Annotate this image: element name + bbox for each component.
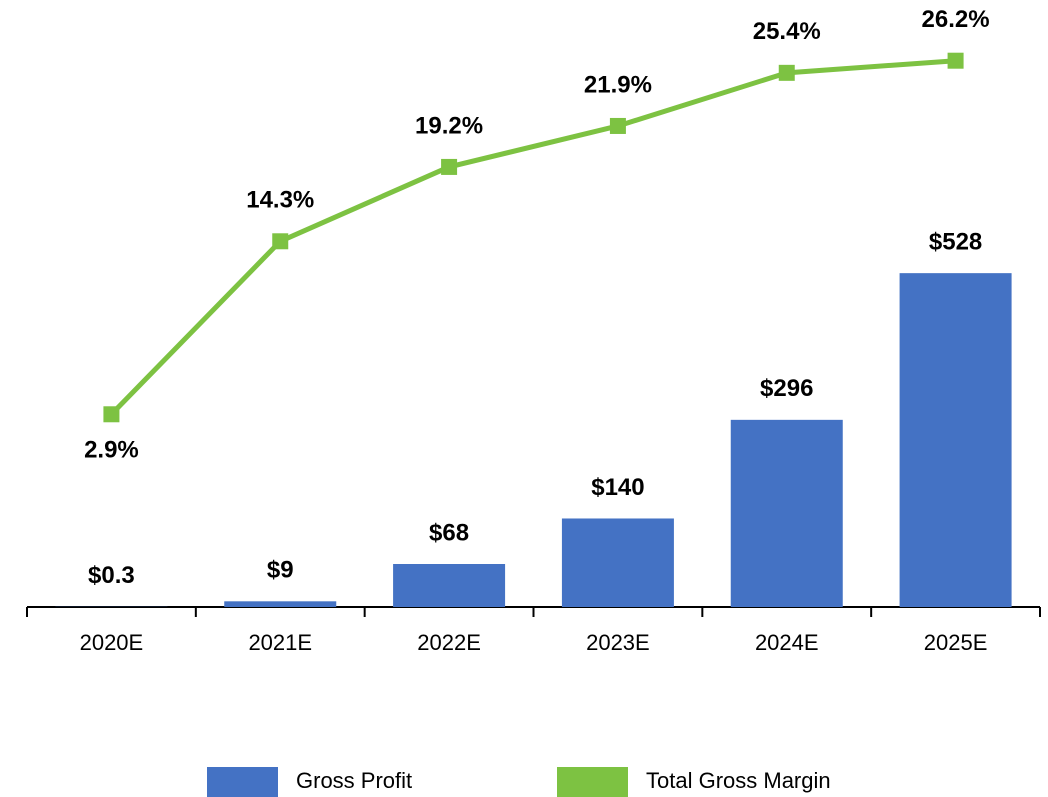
legend-swatch <box>557 767 628 797</box>
legend-swatch <box>207 767 278 797</box>
x-tick-label: 2022E <box>417 630 481 655</box>
bar <box>730 419 843 607</box>
legend-label: Gross Profit <box>296 768 412 793</box>
bar <box>224 601 337 607</box>
line <box>109 58 956 417</box>
line-value-label: 2.9% <box>84 437 139 464</box>
line-marker <box>103 406 120 423</box>
line-value-label: 14.3% <box>246 187 314 214</box>
x-tick-label: 2025E <box>924 630 988 655</box>
bar-value-label: $528 <box>929 228 982 255</box>
line-value-label: 25.4% <box>753 18 821 45</box>
line-marker <box>778 64 795 81</box>
x-tick-label: 2021E <box>248 630 312 655</box>
line-value-label: 19.2% <box>415 112 483 139</box>
line-marker <box>609 117 626 134</box>
line-marker <box>441 158 458 175</box>
line-marker <box>947 52 964 69</box>
line-value-label: 21.9% <box>584 71 652 98</box>
bar <box>899 273 1012 607</box>
bar-value-label: $68 <box>429 519 469 546</box>
x-tick-label: 2020E <box>80 630 144 655</box>
bar <box>561 518 674 607</box>
line-value-label: 26.2% <box>922 6 990 33</box>
legend-label: Total Gross Margin <box>646 768 831 793</box>
x-tick-label: 2023E <box>586 630 650 655</box>
bar-value-label: $296 <box>760 375 813 402</box>
bar-value-label: $9 <box>267 557 294 584</box>
bar-value-label: $140 <box>591 474 644 501</box>
x-tick-label: 2024E <box>755 630 819 655</box>
line-marker <box>272 233 289 250</box>
bar <box>393 564 506 607</box>
bar-value-label: $0.3 <box>88 562 135 589</box>
